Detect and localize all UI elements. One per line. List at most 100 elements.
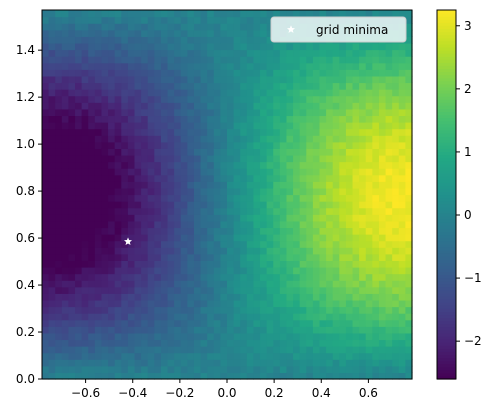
heatmap-cell: [339, 359, 347, 367]
heatmap-cell: [200, 168, 208, 176]
heatmap-cell: [339, 293, 347, 301]
heatmap-cell: [154, 346, 162, 354]
heatmap-cell: [121, 260, 129, 268]
heatmap-cell: [233, 181, 241, 189]
heatmap-cell: [94, 339, 103, 347]
heatmap-cell: [385, 220, 393, 229]
heatmap-cell: [141, 148, 149, 156]
heatmap-cell: [147, 227, 155, 235]
colorbar-segment: [437, 209, 456, 214]
heatmap-cell: [101, 29, 109, 37]
heatmap-cell: [127, 227, 136, 235]
heatmap-cell: [378, 286, 387, 294]
heatmap-cell: [81, 234, 89, 242]
heatmap-cell: [312, 122, 321, 130]
heatmap-cell: [352, 187, 360, 196]
heatmap-cell: [180, 234, 188, 242]
heatmap-cell: [260, 108, 268, 117]
heatmap-cell: [48, 49, 56, 57]
heatmap-cell: [193, 313, 202, 321]
heatmap-cell: [326, 280, 334, 288]
heatmap-cell: [121, 339, 129, 347]
heatmap-cell: [141, 201, 149, 209]
heatmap-cell: [246, 49, 255, 57]
heatmap-cell: [75, 122, 83, 130]
heatmap-cell: [42, 326, 50, 334]
heatmap-cell: [48, 240, 56, 248]
heatmap-cell: [266, 49, 274, 57]
heatmap-cell: [240, 313, 248, 321]
heatmap-cell: [147, 23, 155, 31]
heatmap-cell: [134, 95, 142, 103]
heatmap-cell: [306, 201, 314, 209]
heatmap-cell: [345, 89, 354, 97]
colorbar-segment: [437, 259, 456, 263]
heatmap-cell: [75, 16, 83, 24]
heatmap-cell: [81, 154, 89, 163]
heatmap-cell: [207, 62, 215, 70]
heatmap-cell: [319, 49, 327, 57]
heatmap-cell: [42, 247, 50, 255]
heatmap-cell: [260, 299, 268, 308]
heatmap-cell: [279, 194, 288, 202]
heatmap-cell: [312, 161, 321, 169]
heatmap-cell: [339, 365, 347, 374]
heatmap-cell: [253, 247, 261, 255]
heatmap-cell: [266, 187, 274, 196]
heatmap-cell: [306, 293, 314, 301]
heatmap-cell: [114, 122, 122, 130]
heatmap-cell: [240, 253, 248, 261]
heatmap-cell: [273, 253, 281, 261]
heatmap-cell: [200, 23, 208, 31]
heatmap-cell: [352, 365, 360, 374]
heatmap-cell: [227, 141, 235, 149]
heatmap-cell: [253, 253, 261, 261]
heatmap-cell: [392, 293, 400, 301]
heatmap-cell: [167, 187, 175, 196]
heatmap-cell: [160, 42, 169, 51]
heatmap-cell: [385, 293, 393, 301]
heatmap-cell: [246, 207, 255, 215]
heatmap-cell: [134, 273, 142, 281]
heatmap-cell: [253, 273, 261, 281]
heatmap-cell: [193, 174, 202, 182]
heatmap-cell: [220, 122, 228, 130]
heatmap-cell: [154, 214, 162, 222]
heatmap-cell: [134, 29, 142, 37]
heatmap-cell: [405, 29, 413, 37]
heatmap-cell: [240, 154, 248, 163]
heatmap-cell: [127, 36, 136, 44]
heatmap-cell: [405, 359, 413, 367]
heatmap-cell: [141, 141, 149, 149]
heatmap-cell: [147, 69, 155, 77]
heatmap-cell: [94, 174, 103, 182]
heatmap-cell: [253, 359, 261, 367]
heatmap-cell: [266, 260, 274, 268]
heatmap-cell: [213, 266, 221, 275]
heatmap-cell: [48, 352, 56, 360]
colorbar-segment: [437, 286, 456, 291]
heatmap-cell: [339, 306, 347, 314]
heatmap-cell: [55, 161, 63, 169]
heatmap-cell: [299, 161, 307, 169]
heatmap-cell: [405, 266, 413, 275]
heatmap-cell: [213, 280, 221, 288]
heatmap-cell: [385, 359, 393, 367]
y-tick-label: 0.8: [16, 184, 35, 198]
heatmap-cell: [108, 286, 116, 294]
heatmap-cell: [345, 187, 354, 196]
heatmap-cell: [68, 299, 76, 308]
heatmap-cell: [174, 56, 182, 64]
heatmap-cell: [167, 122, 175, 130]
heatmap-cell: [134, 240, 142, 248]
heatmap-cell: [134, 306, 142, 314]
colorbar-tick-label: 1: [464, 145, 472, 159]
colorbar-segment: [437, 49, 456, 54]
heatmap-cell: [61, 148, 70, 156]
heatmap-cell: [187, 253, 195, 261]
heatmap-cell: [299, 115, 307, 123]
heatmap-cell: [101, 359, 109, 367]
heatmap-cell: [227, 161, 235, 169]
heatmap-cell: [279, 62, 288, 70]
heatmap-cell: [68, 266, 76, 275]
